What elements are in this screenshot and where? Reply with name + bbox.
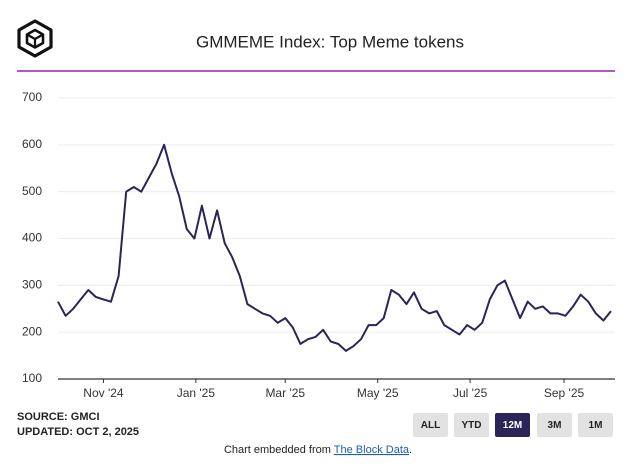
button-bg: [413, 413, 448, 437]
button-bg: [495, 413, 530, 437]
embed-suffix: .: [409, 444, 412, 456]
y-tick-label: 700: [22, 90, 42, 104]
button-label[interactable]: YTD: [462, 420, 482, 431]
logo: [17, 19, 53, 58]
button-label[interactable]: 3M: [548, 420, 562, 431]
button-bg: [454, 413, 489, 437]
x-tick-label: Jul '25: [453, 386, 488, 400]
button-bg: [537, 413, 572, 437]
y-tick-label: 100: [22, 371, 42, 385]
range-button[interactable]: 12M: [495, 413, 530, 437]
button-label[interactable]: 12M: [503, 420, 522, 431]
range-button[interactable]: YTD: [454, 413, 489, 437]
range-button[interactable]: ALL: [413, 413, 448, 437]
updated: UPDATED: OCT 2, 2025: [17, 426, 139, 438]
y-tick-label: 400: [22, 231, 42, 245]
button-bg: [578, 413, 613, 437]
x-tick-label: Nov '24: [83, 386, 124, 400]
x-tick-label: Jan '25: [177, 386, 216, 400]
embed-prefix: Chart embedded from: [224, 444, 334, 456]
line: [57, 143, 612, 352]
embed-link[interactable]: The Block Data: [334, 444, 410, 456]
y-tick-label: 500: [22, 184, 42, 198]
x-tick-label: Sep '25: [544, 386, 585, 400]
embed-note: Chart embedded from The Block Data.: [224, 444, 412, 456]
range-button[interactable]: 3M: [537, 413, 572, 437]
button-label[interactable]: ALL: [421, 420, 440, 431]
y-tick-label: 600: [22, 137, 42, 151]
range-button[interactable]: 1M: [578, 413, 613, 437]
y-tick-label: 200: [22, 324, 42, 338]
chart-title: GMMEME Index: Top Meme tokens: [196, 32, 464, 51]
y-tick-label: 300: [22, 278, 42, 292]
button-label[interactable]: 1M: [589, 420, 603, 431]
source: SOURCE: GMCI: [17, 411, 100, 423]
x-tick-label: Mar '25: [265, 386, 305, 400]
x-tick-label: May '25: [357, 386, 399, 400]
